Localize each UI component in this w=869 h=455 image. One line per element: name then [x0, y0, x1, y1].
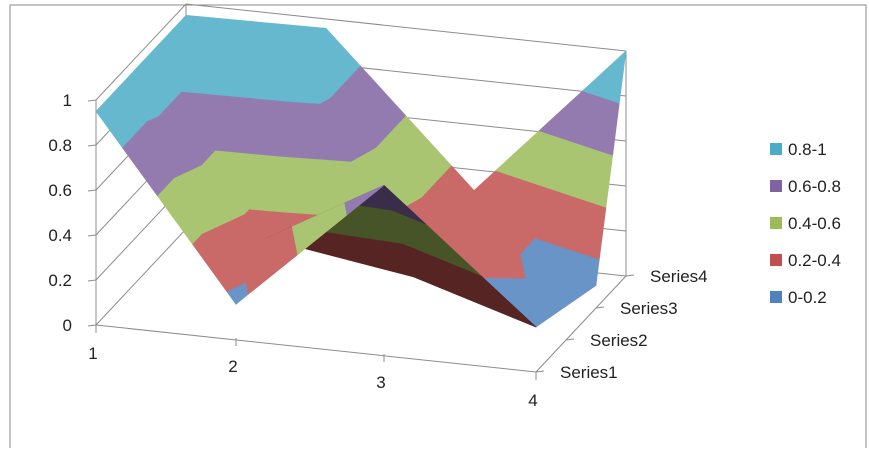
x-tick-label: 2	[228, 357, 237, 376]
surface-facet	[95, 79, 147, 148]
legend-swatch	[770, 291, 782, 303]
x-tick-label: 3	[376, 373, 385, 392]
z-tick-mark	[87, 234, 97, 237]
series-label: Series3	[620, 299, 678, 318]
z-tick-mark	[87, 279, 97, 282]
z-tick-mark	[87, 144, 97, 147]
legend-label: 0.8-1	[788, 140, 827, 159]
series-label: Series4	[650, 267, 708, 286]
surface-facet	[582, 50, 627, 104]
legend-label: 0.2-0.4	[788, 251, 841, 270]
z-tick-label: 0.6	[48, 181, 72, 200]
legend-swatch	[770, 143, 782, 155]
surface-facet	[344, 185, 385, 216]
z-tick-label: 0.4	[48, 226, 72, 245]
legend-swatch	[770, 180, 782, 192]
surface-facet	[288, 59, 320, 104]
z-tick-mark	[87, 99, 97, 102]
depth-tick-mark	[565, 338, 575, 341]
chart-border	[9, 4, 867, 448]
legend-swatch	[770, 217, 782, 229]
x-tick-label: 1	[88, 344, 97, 363]
z-tick-label: 0.8	[48, 136, 72, 155]
depth-axis-line	[535, 275, 627, 373]
legend-swatch	[770, 254, 782, 266]
series-label: Series1	[560, 363, 618, 382]
z-tick-label: 1	[63, 91, 72, 110]
legend-label: 0.4-0.6	[788, 214, 841, 233]
x-tick-label: 4	[528, 391, 537, 410]
z-tick-mark	[87, 189, 97, 192]
depth-tick-mark	[625, 274, 635, 277]
z-tick-label: 0	[63, 316, 72, 335]
series-label: Series2	[590, 331, 648, 350]
z-tick-mark	[87, 324, 97, 327]
legend-label: 0.6-0.8	[788, 177, 841, 196]
x-axis-line	[95, 324, 537, 373]
depth-tick-mark	[535, 370, 545, 373]
depth-tick-mark	[595, 306, 605, 309]
surface-facet	[245, 226, 299, 295]
surface-facet	[383, 185, 426, 225]
z-tick-label: 0.2	[48, 271, 72, 290]
legend-label: 0-0.2	[788, 288, 827, 307]
